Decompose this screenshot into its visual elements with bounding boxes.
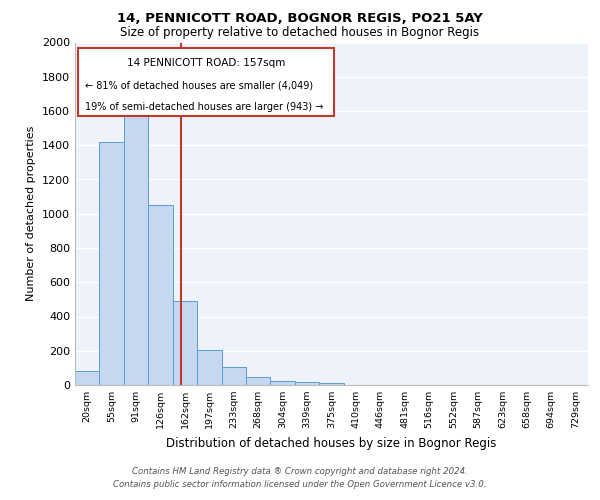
FancyBboxPatch shape [77, 48, 334, 116]
Text: 14 PENNICOTT ROAD: 157sqm: 14 PENNICOTT ROAD: 157sqm [127, 58, 285, 68]
Text: 19% of semi-detached houses are larger (943) →: 19% of semi-detached houses are larger (… [85, 102, 323, 113]
Bar [173, 301, 197, 385]
Bar [271, 380, 295, 385]
Text: ← 81% of detached houses are smaller (4,049): ← 81% of detached houses are smaller (4,… [85, 80, 313, 90]
Text: 14, PENNICOTT ROAD, BOGNOR REGIS, PO21 5AY: 14, PENNICOTT ROAD, BOGNOR REGIS, PO21 5… [117, 12, 483, 26]
Y-axis label: Number of detached properties: Number of detached properties [26, 126, 37, 302]
Bar [197, 350, 221, 385]
Text: Contains public sector information licensed under the Open Government Licence v3: Contains public sector information licen… [113, 480, 487, 489]
Bar [148, 205, 173, 385]
Bar [246, 378, 271, 385]
Bar [319, 383, 344, 385]
Text: Size of property relative to detached houses in Bognor Regis: Size of property relative to detached ho… [121, 26, 479, 39]
Bar [221, 367, 246, 385]
Bar [100, 142, 124, 385]
Bar [75, 372, 100, 385]
X-axis label: Distribution of detached houses by size in Bognor Regis: Distribution of detached houses by size … [166, 436, 497, 450]
Text: Contains HM Land Registry data ® Crown copyright and database right 2024.: Contains HM Land Registry data ® Crown c… [132, 467, 468, 476]
Bar [295, 382, 319, 385]
Bar [124, 111, 148, 385]
